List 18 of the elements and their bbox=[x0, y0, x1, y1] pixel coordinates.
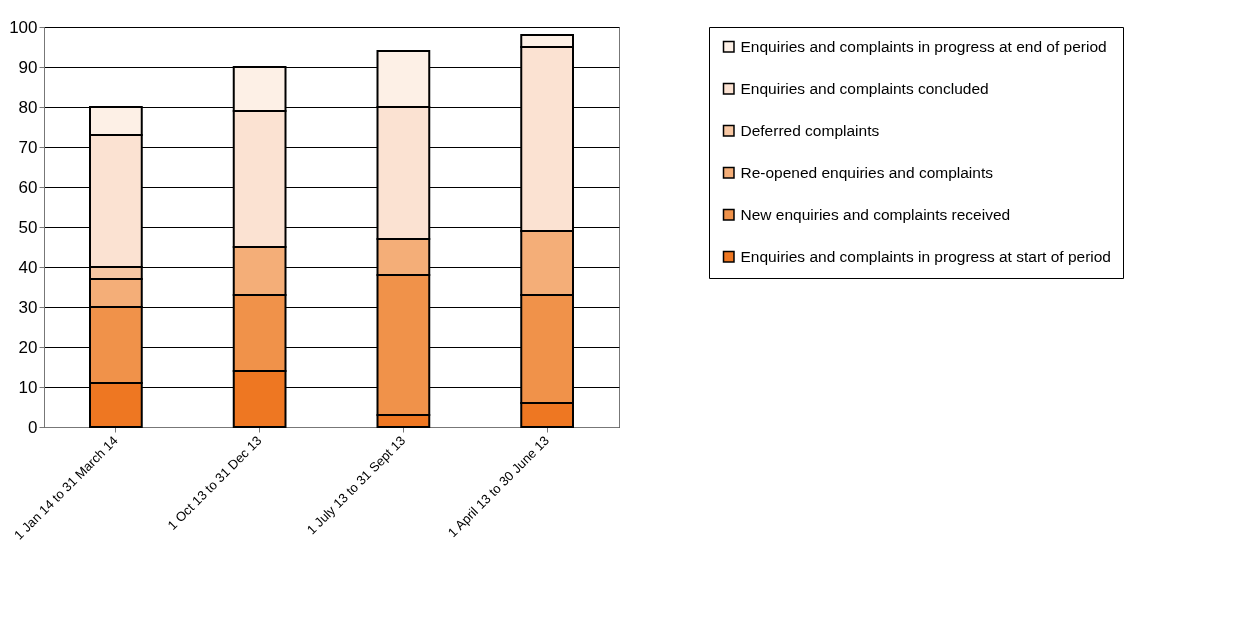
y-tick-label: 30 bbox=[18, 297, 38, 317]
y-tick-label: 10 bbox=[18, 377, 38, 397]
y-tick-label: 60 bbox=[18, 177, 38, 197]
y-tick-label: 20 bbox=[18, 337, 38, 357]
y-tick-label: 50 bbox=[18, 217, 38, 237]
legend-label: Deferred complaints bbox=[740, 121, 880, 139]
y-tick-label: 80 bbox=[18, 97, 38, 117]
legend-label: Enquiries and complaints in progress at start of period bbox=[740, 247, 1111, 265]
legend-label: Enquiries and complaints concluded bbox=[740, 79, 989, 97]
y-tick-label: 100 bbox=[9, 17, 38, 37]
y-tick-label: 0 bbox=[28, 417, 38, 437]
legend-label: New enquiries and complaints received bbox=[740, 205, 1011, 223]
y-tick-label: 40 bbox=[18, 257, 38, 277]
legend-label: Enquiries and complaints in progress at end of period bbox=[740, 37, 1107, 55]
x-tick-label: 1 Oct 13 to 31 Dec 13 bbox=[164, 432, 265, 533]
y-tick-label: 70 bbox=[18, 137, 38, 157]
legend-label: Re-opened enquiries and complaints bbox=[740, 163, 994, 181]
y-tick-label: 90 bbox=[18, 57, 38, 77]
